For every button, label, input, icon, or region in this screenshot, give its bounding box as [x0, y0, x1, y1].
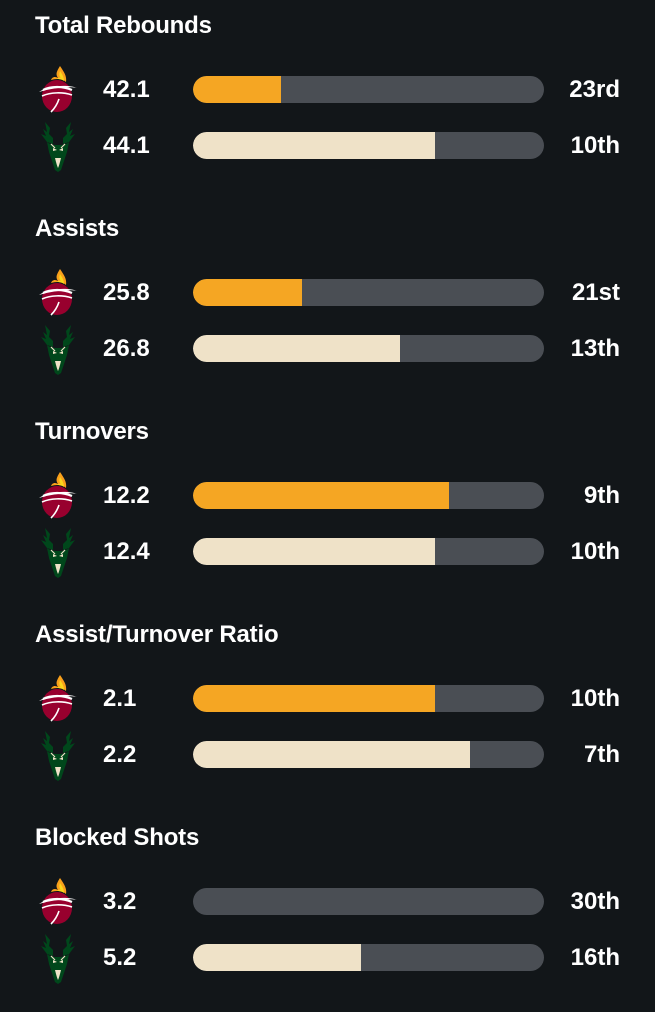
- heat-row: 2.1 10th: [0, 671, 655, 727]
- bucks-value: 5.2: [103, 944, 137, 971]
- bucks-bar-fill: [193, 132, 436, 159]
- heat-bar-fill: [193, 279, 302, 306]
- heat-value: 3.2: [103, 888, 137, 915]
- bucks-rank: 16th: [570, 944, 620, 971]
- heat-bar-fill: [193, 482, 450, 509]
- stat-title: Assists: [35, 215, 119, 242]
- bucks-rank: 10th: [570, 538, 620, 565]
- heat-rank: 30th: [570, 888, 620, 915]
- bucks-bar-track: [193, 741, 544, 768]
- heat-row: 42.1 23rd: [0, 62, 655, 118]
- heat-bar-track: [193, 888, 544, 915]
- heat-bar-track: [193, 76, 544, 103]
- stat-section: Turnovers 12.2 9th 12.4 10th: [0, 406, 655, 606]
- bucks-bar-track: [193, 132, 544, 159]
- heat-row: 3.2 30th: [0, 874, 655, 930]
- bucks-bar-track: [193, 944, 544, 971]
- heat-value: 42.1: [103, 76, 150, 103]
- bucks-logo-icon: [33, 727, 83, 783]
- heat-bar-track: [193, 685, 544, 712]
- heat-bar-fill: [193, 685, 436, 712]
- stat-title: Blocked Shots: [35, 824, 200, 851]
- heat-logo-icon: [33, 468, 83, 524]
- stat-section: Assist/Turnover Ratio 2.1 10th 2.2 7th: [0, 609, 655, 809]
- bucks-bar-track: [193, 538, 544, 565]
- heat-bar-fill: [193, 76, 281, 103]
- bucks-logo-icon: [33, 118, 83, 174]
- heat-rank: 9th: [584, 482, 620, 509]
- bucks-rank: 7th: [584, 741, 620, 768]
- heat-row: 12.2 9th: [0, 468, 655, 524]
- heat-logo-icon: [33, 671, 83, 727]
- bucks-rank: 13th: [570, 335, 620, 362]
- bucks-value: 12.4: [103, 538, 150, 565]
- bucks-logo-icon: [33, 524, 83, 580]
- heat-rank: 10th: [570, 685, 620, 712]
- heat-logo-icon: [33, 874, 83, 930]
- bucks-row: 5.2 16th: [0, 930, 655, 986]
- stat-title: Turnovers: [35, 418, 149, 445]
- stat-section: Assists 25.8 21st 26.8 13th: [0, 203, 655, 403]
- bucks-bar-fill: [193, 335, 401, 362]
- bucks-logo-icon: [33, 321, 83, 377]
- heat-value: 2.1: [103, 685, 137, 712]
- stat-section: Total Rebounds 42.1 23rd 44.1 10th: [0, 0, 655, 200]
- heat-logo-icon: [33, 62, 83, 118]
- bucks-value: 2.2: [103, 741, 137, 768]
- stat-title: Assist/Turnover Ratio: [35, 621, 279, 648]
- heat-bar-track: [193, 482, 544, 509]
- heat-row: 25.8 21st: [0, 265, 655, 321]
- heat-logo-icon: [33, 265, 83, 321]
- heat-value: 25.8: [103, 279, 150, 306]
- bucks-bar-track: [193, 335, 544, 362]
- bucks-row: 2.2 7th: [0, 727, 655, 783]
- bucks-rank: 10th: [570, 132, 620, 159]
- bucks-bar-fill: [193, 538, 436, 565]
- bucks-value: 26.8: [103, 335, 150, 362]
- heat-rank: 23rd: [569, 76, 620, 103]
- stat-section: Blocked Shots 3.2 30th 5.2 16th: [0, 812, 655, 1012]
- bucks-bar-fill: [193, 944, 362, 971]
- bucks-row: 44.1 10th: [0, 118, 655, 174]
- bucks-row: 26.8 13th: [0, 321, 655, 377]
- bucks-bar-fill: [193, 741, 471, 768]
- heat-rank: 21st: [571, 279, 620, 306]
- heat-value: 12.2: [103, 482, 150, 509]
- bucks-row: 12.4 10th: [0, 524, 655, 580]
- bucks-logo-icon: [33, 930, 83, 986]
- heat-bar-track: [193, 279, 544, 306]
- bucks-value: 44.1: [103, 132, 150, 159]
- stat-title: Total Rebounds: [35, 12, 212, 39]
